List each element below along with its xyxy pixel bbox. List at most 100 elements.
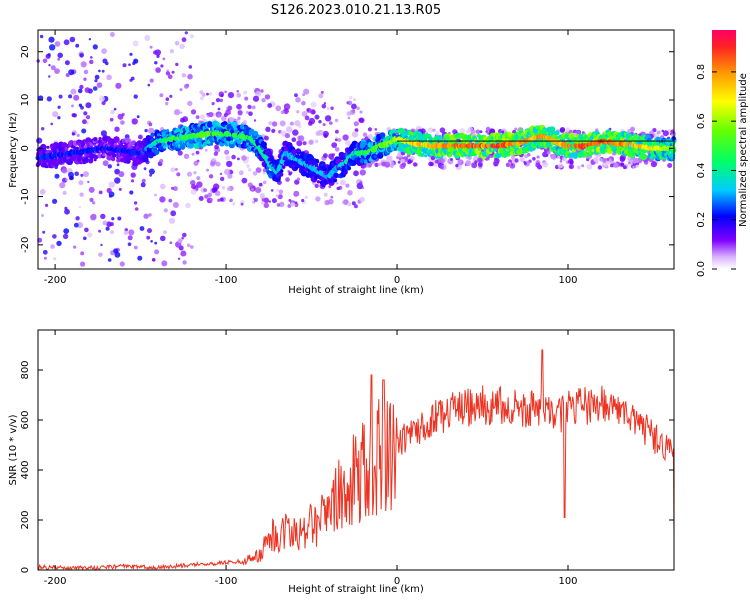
heatmap-cell	[342, 134, 349, 141]
heatmap-cell	[64, 208, 70, 215]
heatmap-cell	[619, 156, 626, 162]
heatmap-cell	[308, 117, 316, 125]
heatmap-cell	[68, 69, 75, 76]
heatmap-cell	[149, 45, 153, 49]
heatmap-cell	[87, 232, 93, 238]
heatmap-cell	[367, 133, 373, 140]
heatmap-cell	[77, 88, 83, 94]
heatmap-cell	[322, 123, 326, 127]
heatmap-cell	[353, 121, 359, 127]
heatmap-cell	[334, 147, 340, 152]
heatmap-cell	[53, 257, 57, 261]
heatmap-cell	[163, 230, 167, 235]
heatmap-cell	[208, 174, 214, 179]
heatmap-cell	[219, 172, 223, 176]
heatmap-cell	[196, 181, 203, 188]
heatmap-cell	[323, 102, 327, 105]
heatmap-cell	[198, 196, 204, 201]
heatmap-cell	[71, 104, 74, 108]
heatmap-cell	[172, 186, 178, 192]
spectrogram-frame	[37, 29, 675, 270]
heatmap-cell	[377, 162, 381, 167]
heatmap-cell	[347, 116, 351, 120]
snr-series-line	[37, 349, 675, 571]
heatmap-cell	[289, 121, 294, 126]
heatmap-cell	[111, 157, 116, 162]
heatmap-cell	[48, 75, 51, 78]
heatmap-cell	[323, 153, 328, 159]
heatmap-cell	[524, 162, 527, 165]
heatmap-cell	[315, 131, 321, 136]
heatmap-cell	[54, 41, 61, 47]
heatmap-cell	[251, 188, 254, 191]
heatmap-cell	[213, 151, 219, 156]
heatmap-cell	[62, 190, 67, 195]
heatmap-cell	[318, 93, 324, 99]
heatmap-cell	[154, 149, 160, 155]
heatmap-cell	[147, 228, 152, 234]
heatmap-cell	[224, 149, 230, 155]
heatmap-cell	[336, 186, 340, 191]
heatmap-cell	[89, 59, 94, 65]
heatmap-cell	[377, 152, 384, 159]
heatmap-cell	[346, 166, 352, 171]
heatmap-cell	[105, 61, 109, 66]
heatmap-cell	[671, 141, 676, 146]
heatmap-cell	[544, 146, 548, 150]
heatmap-cell	[252, 200, 256, 204]
heatmap-cell	[102, 153, 106, 157]
colorbar-tick-label: 0.6	[696, 113, 707, 129]
heatmap-cell	[57, 116, 61, 120]
heatmap-cell	[128, 63, 131, 66]
heatmap-cell	[61, 168, 68, 174]
heatmap-cell	[514, 158, 519, 163]
heatmap-cell	[246, 164, 250, 168]
heatmap-cell	[359, 196, 365, 203]
heatmap-cell	[342, 199, 349, 206]
heatmap-cell	[227, 92, 235, 99]
heatmap-cell	[473, 137, 477, 142]
heatmap-cell	[82, 171, 89, 178]
heatmap-cell	[374, 127, 378, 131]
heatmap-cell	[232, 202, 236, 206]
heatmap-cell	[412, 162, 418, 167]
heatmap-cell	[57, 105, 61, 109]
heatmap-cell	[144, 128, 148, 133]
heatmap-cell	[91, 201, 96, 205]
heatmap-cell	[455, 164, 459, 168]
snr-x-label: Height of straight line (km)	[288, 584, 424, 595]
heatmap-cell	[294, 120, 301, 127]
heatmap-cell	[506, 152, 511, 157]
heatmap-cell	[275, 194, 279, 198]
heatmap-cell	[474, 160, 478, 164]
heatmap-cell	[227, 173, 233, 179]
heatmap-cell	[129, 190, 134, 195]
heatmap-cell	[80, 173, 84, 177]
heatmap-cell	[203, 188, 208, 193]
heatmap-cell	[111, 217, 115, 221]
heatmap-cell	[291, 137, 297, 142]
heatmap-cell	[279, 120, 286, 127]
heatmap-cell	[93, 137, 98, 142]
heatmap-cell	[181, 37, 187, 43]
heatmap-cell	[359, 117, 365, 124]
heatmap-cell	[277, 194, 283, 200]
heatmap-cell	[211, 102, 215, 106]
heatmap-cell	[656, 130, 661, 135]
heatmap-cell	[294, 93, 298, 98]
heatmap-cell	[134, 207, 139, 211]
y-tick-label: 0	[20, 567, 31, 573]
heatmap-cell	[79, 84, 84, 90]
heatmap-cell	[572, 153, 579, 159]
heatmap-cell	[524, 154, 528, 159]
heatmap-cell	[471, 162, 478, 169]
heatmap-cell	[351, 103, 357, 110]
heatmap-cell	[620, 162, 624, 167]
heatmap-cell	[236, 139, 242, 145]
heatmap-cell	[247, 182, 253, 188]
heatmap-cell	[285, 177, 290, 182]
heatmap-cell	[106, 74, 112, 81]
heatmap-cell	[156, 54, 160, 58]
heatmap-cell	[427, 127, 434, 133]
heatmap-cell	[50, 65, 56, 71]
